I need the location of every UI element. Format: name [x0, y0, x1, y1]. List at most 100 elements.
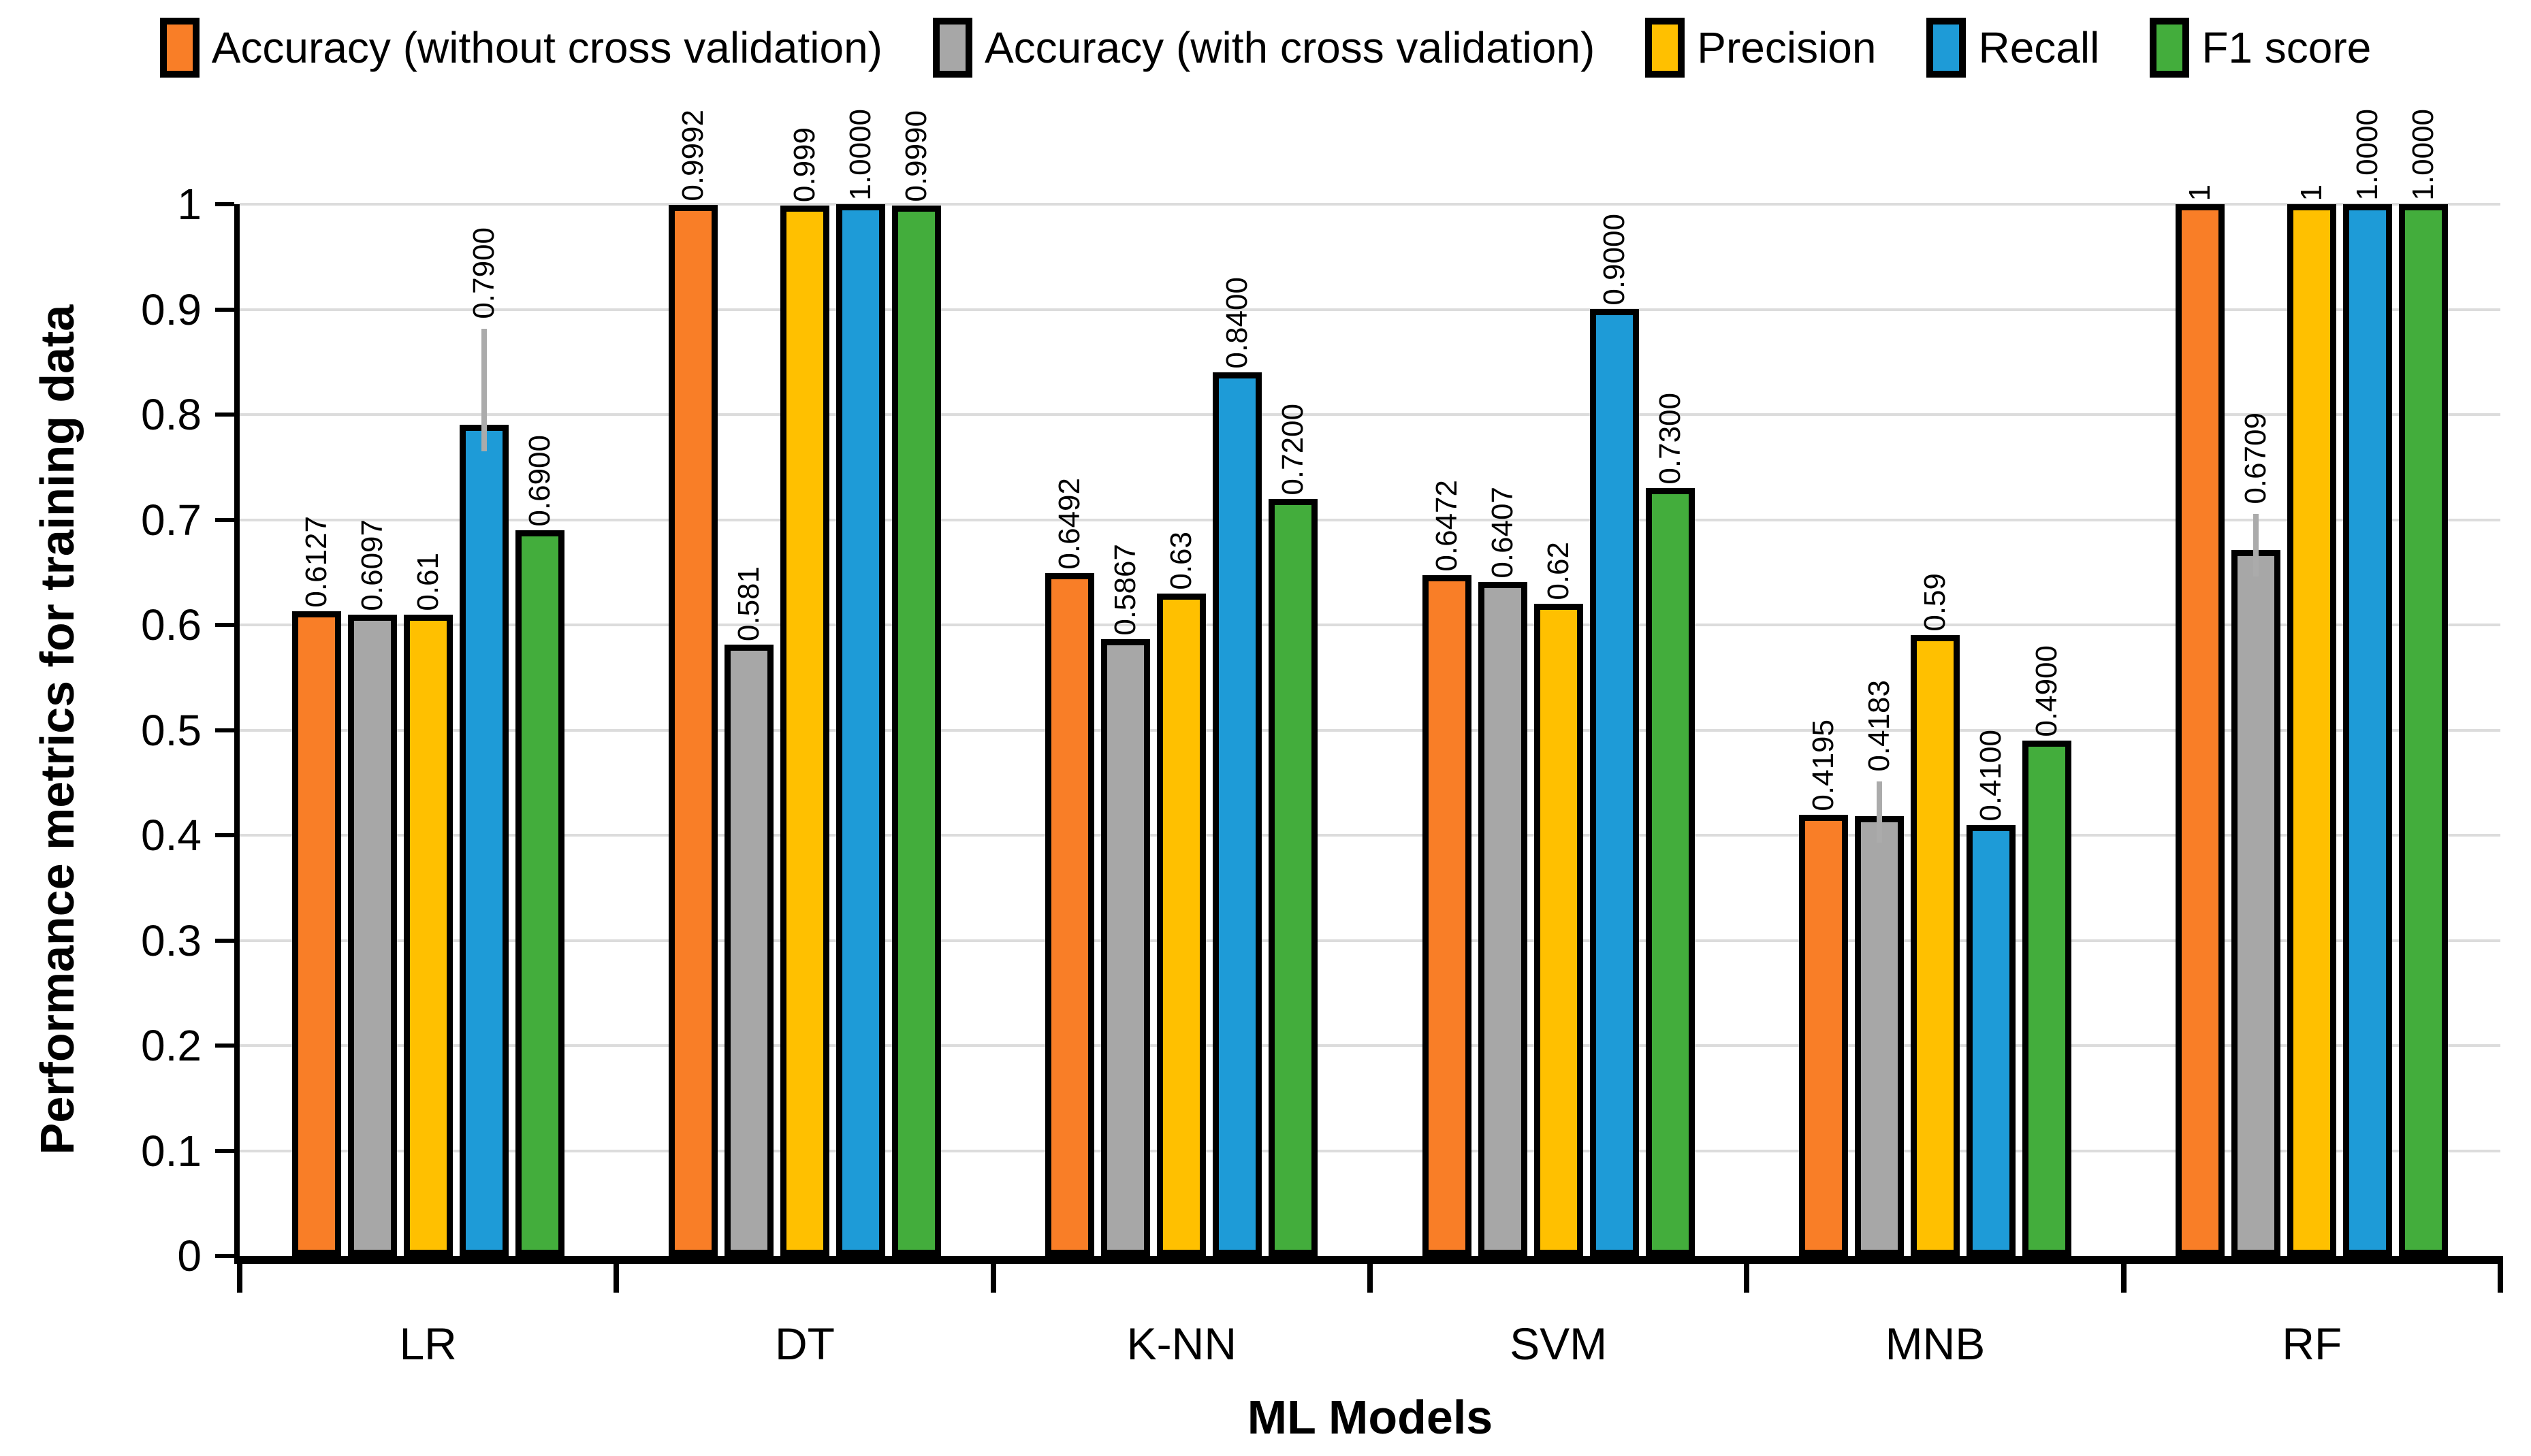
- bar-label: 0.5867: [1109, 544, 1143, 636]
- y-tick-label: 0.3: [141, 916, 202, 965]
- bar-svm-f1-score: 0.7300: [1645, 393, 1695, 1256]
- gridline: [240, 624, 2500, 626]
- legend-swatch-recall-icon: [1926, 18, 1967, 78]
- bar-label-wrap: 0.6900: [522, 435, 556, 527]
- legend-item-precision: Precision: [1645, 18, 1876, 78]
- bar-label-wrap: 1: [2183, 184, 2217, 201]
- bar-label: 0.6127: [299, 516, 333, 608]
- legend-swatch-accuracy-without-cross-validation-icon: [159, 18, 200, 78]
- bar-label-wrap: 1.0000: [2351, 109, 2384, 201]
- bar-label: 0.4195: [1806, 719, 1840, 811]
- bar-k-nn-f1-score: 0.7200: [1269, 404, 1318, 1256]
- bar-k-nn-precision: 0.63: [1157, 532, 1207, 1256]
- bar-label: 0.59: [1917, 573, 1952, 632]
- bar-svm-precision: 0.62: [1533, 542, 1583, 1256]
- legend-item-accuracy-without-cross-validation: Accuracy (without cross validation): [159, 18, 882, 78]
- bar-lr-f1-score: 0.6900: [515, 435, 564, 1256]
- legend-swatch-accuracy-with-cross-validation-icon: [932, 18, 972, 78]
- bar-label: 0.7300: [1653, 393, 1687, 485]
- bar-label-wrap: 0.4900: [2029, 645, 2063, 737]
- bar-label-wrap: 0.581: [732, 566, 765, 641]
- bar-label: 0.4900: [2029, 645, 2063, 737]
- bar-label-wrap: 0.7900: [466, 227, 500, 319]
- bar-label-wrap: 1.0000: [2406, 109, 2440, 201]
- bar-lr-accuracy-with-cross-validation: 0.6097: [347, 519, 397, 1256]
- bar-lr-precision: 0.61: [403, 553, 453, 1256]
- legend-label: Accuracy (with cross validation): [984, 23, 1595, 72]
- bar-dt-f1-score: 0.9990: [891, 110, 941, 1256]
- y-tick-mark: [215, 517, 234, 522]
- x-label-lr: LR: [399, 1319, 457, 1369]
- x-label-svm: SVM: [1510, 1319, 1608, 1369]
- x-axis-tick: [990, 1256, 996, 1293]
- bar-group-svm: 0.6472 0.6407 0.62 0.9000 0.7300: [1370, 204, 1747, 1256]
- bar-label: 0.7200: [1276, 404, 1310, 496]
- bar-label-wrap: 0.9990: [900, 110, 933, 202]
- y-tick-label: 0.1: [141, 1126, 202, 1176]
- bar-label: 1.0000: [2351, 109, 2385, 201]
- bar-label: 1.0000: [843, 109, 877, 201]
- bar-svm-accuracy-with-cross-validation: 0.6407: [1478, 487, 1527, 1256]
- bar-label: 0.999: [787, 127, 821, 202]
- bar-label-wrap: 0.62: [1541, 542, 1575, 600]
- bar-label-wrap: 0.63: [1164, 532, 1198, 590]
- bar-label: 0.62: [1541, 542, 1575, 600]
- bar-label: 0.6709: [2239, 412, 2273, 504]
- bar-label: 0.9992: [675, 110, 710, 201]
- y-tick-label: 0.7: [141, 495, 202, 545]
- bar-label: 1: [2183, 184, 2217, 201]
- y-tick-mark: [215, 412, 234, 417]
- x-axis-tick: [1367, 1256, 1373, 1293]
- bar-k-nn-accuracy-without-cross-validation: 0.6492: [1045, 478, 1095, 1256]
- gridline: [240, 1149, 2500, 1152]
- bar-label: 0.7900: [466, 227, 500, 319]
- x-axis-title: ML Models: [1247, 1391, 1493, 1444]
- bar-label: 0.6900: [522, 435, 556, 527]
- bar-label-wrap: 0.8400: [1220, 277, 1254, 369]
- bar-label: 1: [2295, 184, 2329, 201]
- x-label-dt: DT: [775, 1319, 835, 1369]
- bar-label-wrap: 0.9992: [675, 110, 710, 201]
- bar-label: 0.6407: [1485, 487, 1519, 579]
- y-tick-label: 0.2: [141, 1021, 202, 1070]
- bar-label: 0.9990: [899, 110, 933, 202]
- legend-item-f1-score: F1 score: [2150, 18, 2371, 78]
- gridline: [240, 413, 2500, 416]
- bar-mnb-accuracy-with-cross-validation: 0.4183: [1854, 680, 1904, 1256]
- bar-group-mnb: 0.4195 0.4183 0.59 0.4100 0.4900: [1747, 204, 2123, 1256]
- bar-label-wrap: 0.5867: [1109, 544, 1142, 636]
- legend-label: F1 score: [2201, 23, 2372, 72]
- legend-swatch-f1-score-icon: [2150, 18, 2190, 78]
- bar-label: 0.6492: [1053, 478, 1087, 570]
- y-tick-mark: [215, 1044, 234, 1048]
- leader-line: [2253, 514, 2259, 577]
- bar-label: 0.8400: [1220, 277, 1254, 369]
- x-axis-tick: [2498, 1256, 2503, 1293]
- bar-group-lr: 0.6127 0.6097 0.61 0.7900 0.6900: [240, 204, 616, 1256]
- bar-label: 0.63: [1164, 532, 1198, 590]
- bar-label: 0.4100: [1973, 730, 2007, 822]
- y-tick-label: 0.8: [141, 390, 202, 439]
- bar-dt-recall: 1.0000: [835, 109, 885, 1256]
- bar-rf-f1-score: 1.0000: [2399, 109, 2449, 1256]
- legend-label: Precision: [1697, 23, 1877, 72]
- bar-mnb-precision: 0.59: [1910, 573, 1960, 1256]
- bar-lr-accuracy-without-cross-validation: 0.6127: [291, 516, 341, 1256]
- bar-label-wrap: 0.6097: [355, 519, 388, 611]
- bar-lr-recall: 0.7900: [459, 227, 509, 1256]
- x-axis-tick: [1744, 1256, 1750, 1293]
- x-axis-tick: [237, 1256, 242, 1293]
- y-tick-mark: [215, 1254, 234, 1258]
- legend-label: Accuracy (without cross validation): [211, 23, 882, 72]
- gridline: [240, 1044, 2500, 1047]
- bar-k-nn-recall: 0.8400: [1213, 277, 1262, 1256]
- bar-label-wrap: 0.6492: [1053, 478, 1086, 570]
- bar-label-wrap: 0.6472: [1429, 480, 1463, 572]
- bar-label: 0.6097: [355, 519, 389, 611]
- bar-label: 0.6472: [1429, 480, 1463, 572]
- x-label-k-nn: K-NN: [1126, 1319, 1237, 1369]
- bar-group-dt: 0.9992 0.581 0.999 1.0000 0.9990: [616, 109, 993, 1256]
- bar-rf-accuracy-without-cross-validation: 1: [2176, 184, 2225, 1256]
- bar-svm-accuracy-without-cross-validation: 0.6472: [1422, 480, 1471, 1256]
